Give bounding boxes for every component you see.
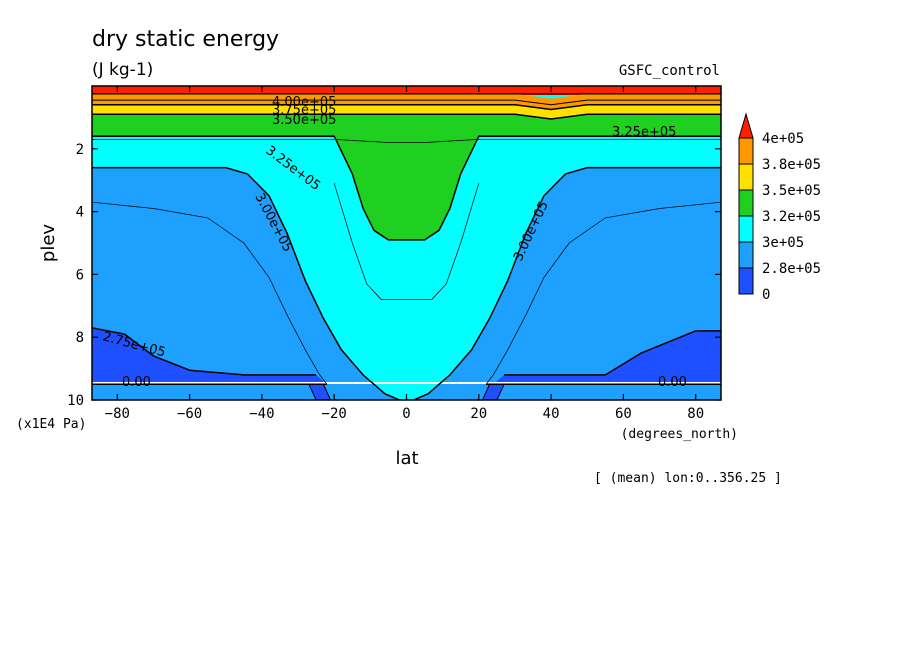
contour-line-300: [92, 166, 721, 400]
band-green-top: [92, 114, 721, 124]
contour-line-thin-upper: [92, 139, 721, 143]
contour-label-325e5-right: 3.25e+05: [612, 125, 676, 140]
contour-line-thin-right: [485, 201, 721, 385]
x-tick-label: −80: [105, 406, 130, 422]
field-darkblue-left: [92, 327, 327, 385]
x-tick-label: 80: [687, 406, 704, 422]
colorbar-label: 3.5e+05: [762, 183, 821, 199]
field-green: [92, 117, 721, 240]
x-axis-label: lat: [395, 448, 418, 469]
y-tick-label: 10: [67, 393, 84, 409]
chart-units: (J kg-1): [92, 60, 153, 80]
colorbar-swatch: [738, 215, 754, 243]
band-orange: [92, 93, 721, 110]
contour-line-thin-left: [92, 201, 328, 385]
colorbar-label: 3e+05: [762, 235, 804, 251]
x-tick-label: 20: [470, 406, 487, 422]
contour-line-35: [92, 113, 721, 120]
x-tick-label: 60: [615, 406, 632, 422]
contour-line-275-left: [92, 327, 317, 376]
y-tick-label: 8: [76, 330, 84, 346]
colorbar-swatch: [738, 267, 754, 295]
x-axis-ticks: −80 −60 −40 −20 0 20 40 60 80: [105, 86, 704, 422]
colorbar-label: 3.2e+05: [762, 209, 821, 225]
colorbar-arrow: [738, 112, 754, 139]
footnote: [ (mean) lon:0..356.25 ]: [594, 471, 782, 486]
colorbar-label: 0: [762, 287, 770, 303]
x-axis-units: (degrees_north): [621, 427, 738, 442]
x-tick-label: −20: [322, 406, 347, 422]
colorbar-swatch: [738, 137, 754, 165]
contour-lines: [92, 93, 721, 400]
colorbar-label: 4e+05: [762, 131, 804, 147]
colorbar-label: 3.8e+05: [762, 157, 821, 173]
colorbar-swatch: [738, 241, 754, 269]
y-axis-label: plev: [38, 224, 59, 263]
y-axis-ticks: 2 4 6 8 10: [67, 142, 721, 409]
contour-label-zero-left: 0.00: [122, 375, 151, 390]
field-blue: [92, 167, 721, 400]
x-tick-label: −60: [177, 406, 202, 422]
source-label: GSFC_control: [619, 63, 720, 79]
y-tick-label: 6: [76, 267, 84, 283]
colorbar-label: 2.8e+05: [762, 261, 821, 277]
plot-area: 4.00e+05 3.75e+05 3.50e+05 3.25e+05 3.25…: [92, 86, 721, 400]
x-tick-label: 0: [402, 406, 410, 422]
contour-label-zero-right: 0.00: [658, 375, 687, 390]
y-tick-label: 2: [76, 142, 84, 158]
contour-label-375e5: 3.75e+05: [272, 103, 336, 118]
y-axis-units: (x1E4 Pa): [16, 417, 86, 432]
contour-line-36: [92, 104, 721, 111]
x-tick-label: −40: [249, 406, 274, 422]
chart-title: dry static energy: [92, 27, 279, 52]
contour-line-325: [92, 135, 721, 241]
x-tick-label: 40: [543, 406, 560, 422]
contour-line-375: [92, 99, 721, 106]
contour-line-thin-center: [333, 183, 480, 300]
colorbar-swatch: [738, 163, 754, 191]
colorbar: 4e+05 3.8e+05 3.5e+05 3.2e+05 3e+05 2.8e+05 0: [738, 112, 821, 303]
surface-gap: [92, 382, 721, 384]
colorbar-swatch: [738, 189, 754, 217]
y-tick-label: 4: [76, 205, 84, 221]
contour-line-275-right: [504, 330, 721, 376]
contour-label-4e5: 4.00e+05: [272, 95, 336, 110]
contour-label-35e5: 3.50e+05: [272, 113, 336, 128]
